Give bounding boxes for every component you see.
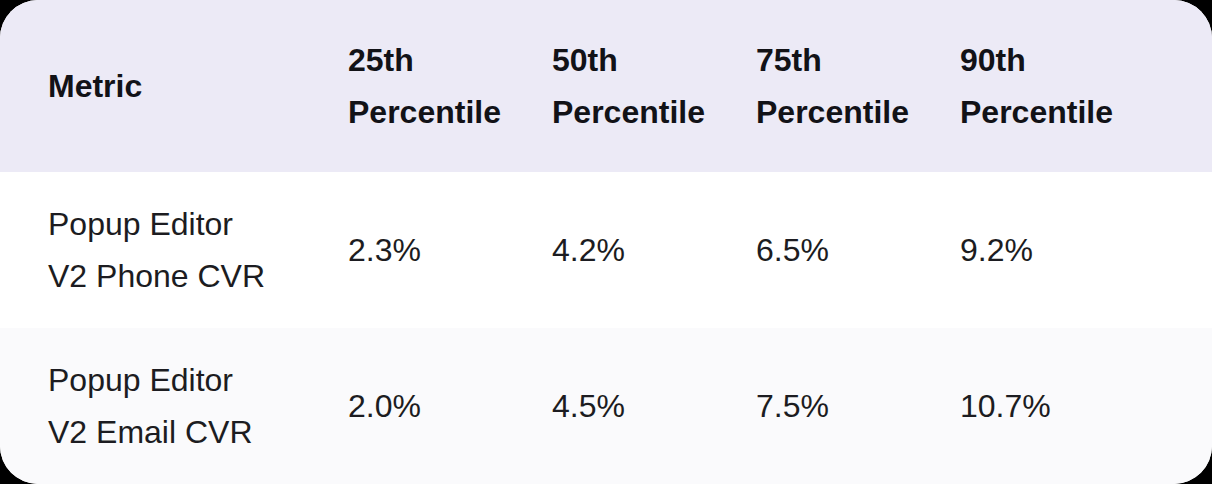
column-header-p50-line1: 50th: [552, 34, 756, 86]
metric-cell: Popup Editor V2 Phone CVR: [48, 198, 348, 302]
metric-cell: Popup Editor V2 Email CVR: [48, 354, 348, 458]
value-cell-p90: 9.2%: [960, 224, 1164, 276]
column-header-p90-line2: Percentile: [960, 86, 1164, 138]
metric-line-2: V2 Email CVR: [48, 406, 348, 458]
column-header-p75-line2: Percentile: [756, 86, 960, 138]
column-header-metric-label: Metric: [48, 60, 348, 112]
column-header-p25-line2: Percentile: [348, 86, 552, 138]
column-header-p75-line1: 75th: [756, 34, 960, 86]
table-row-email-cvr: Popup Editor V2 Email CVR 2.0% 4.5% 7.5%…: [0, 328, 1212, 484]
value-cell-p90: 10.7%: [960, 380, 1164, 432]
column-header-percentile-25: 25th Percentile: [348, 34, 552, 138]
column-header-percentile-90: 90th Percentile: [960, 34, 1164, 138]
value-cell-p75: 6.5%: [756, 224, 960, 276]
metric-line-1: Popup Editor: [48, 354, 348, 406]
column-header-p25-line1: 25th: [348, 34, 552, 86]
value-cell-p75: 7.5%: [756, 380, 960, 432]
value-cell-p25: 2.3%: [348, 224, 552, 276]
column-header-p50-line2: Percentile: [552, 86, 756, 138]
table-row-phone-cvr: Popup Editor V2 Phone CVR 2.3% 4.2% 6.5%…: [0, 172, 1212, 328]
table-header-row: Metric 25th Percentile 50th Percentile 7…: [0, 0, 1212, 172]
value-cell-p25: 2.0%: [348, 380, 552, 432]
value-cell-p50: 4.2%: [552, 224, 756, 276]
column-header-percentile-50: 50th Percentile: [552, 34, 756, 138]
column-header-p90-line1: 90th: [960, 34, 1164, 86]
column-header-metric: Metric: [48, 60, 348, 112]
percentile-metrics-table: Metric 25th Percentile 50th Percentile 7…: [0, 0, 1212, 484]
value-cell-p50: 4.5%: [552, 380, 756, 432]
metric-line-1: Popup Editor: [48, 198, 348, 250]
metric-line-2: V2 Phone CVR: [48, 250, 348, 302]
column-header-percentile-75: 75th Percentile: [756, 34, 960, 138]
